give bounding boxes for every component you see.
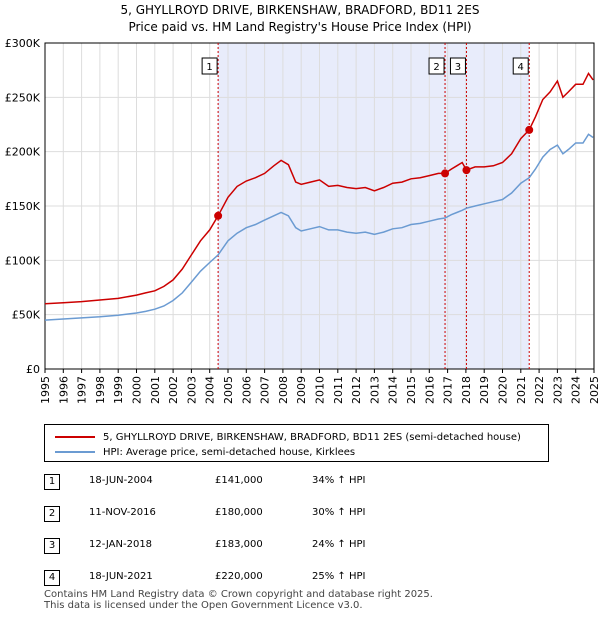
sale-hpi-change: 34% ↑ HPI xyxy=(312,475,366,486)
sale-date: 12-JAN-2018 xyxy=(89,539,153,550)
sale-date: 11-NOV-2016 xyxy=(89,507,156,518)
x-tick-label: 2004 xyxy=(204,376,217,404)
x-tick-label: 1996 xyxy=(57,376,70,404)
sale-hpi-change: 25% ↑ HPI xyxy=(312,571,366,582)
x-tick-label: 2006 xyxy=(240,376,253,404)
x-tick-label: 2025 xyxy=(588,376,600,404)
sale-label-box xyxy=(428,57,445,75)
x-tick-label: 2023 xyxy=(551,376,564,404)
y-tick-label: £250K xyxy=(5,91,41,104)
sale-label: 2 xyxy=(433,62,439,73)
x-tick-label: 2009 xyxy=(295,376,308,404)
x-tick-label: 1999 xyxy=(112,376,125,404)
table-row: 3 12-JAN-2018 £183,000 24% ↑ HPI xyxy=(44,538,564,556)
x-tick-label: 2013 xyxy=(368,376,381,404)
chart-subtitle: Price paid vs. HM Land Registry's House … xyxy=(128,20,471,34)
x-tick-label: 2008 xyxy=(277,376,290,404)
y-tick-label: £100K xyxy=(5,254,41,267)
sale-number-box: 4 xyxy=(44,570,60,586)
sale-hpi-change: 30% ↑ HPI xyxy=(312,507,366,518)
x-tick-label: 2020 xyxy=(497,376,510,404)
x-tick-label: 2015 xyxy=(405,376,418,404)
legend-label-hpi: HPI: Average price, semi-detached house,… xyxy=(103,446,356,458)
sale-date: 18-JUN-2004 xyxy=(89,475,153,486)
sale-label: 1 xyxy=(206,62,212,73)
x-tick-label: 2011 xyxy=(332,376,345,404)
sale-price: £180,000 xyxy=(215,507,263,518)
sale-point xyxy=(214,211,223,220)
sale-number-box: 2 xyxy=(44,506,60,522)
sale-point xyxy=(462,166,471,175)
sale-label: 3 xyxy=(455,62,461,73)
legend-label-property: 5, GHYLLROYD DRIVE, BIRKENSHAW, BRADFORD… xyxy=(103,431,521,443)
x-tick-label: 2022 xyxy=(533,376,546,404)
x-tick-label: 2001 xyxy=(149,376,162,404)
footer: Contains HM Land Registry data © Crown c… xyxy=(44,589,433,611)
y-tick-label: £50K xyxy=(12,309,41,322)
x-tick-label: 2010 xyxy=(314,376,327,404)
sale-label-box xyxy=(201,57,218,75)
sale-number-box: 1 xyxy=(44,474,60,490)
sale-price: £220,000 xyxy=(215,571,263,582)
x-tick-label: 2005 xyxy=(222,376,235,404)
legend-item-property: 5, GHYLLROYD DRIVE, BIRKENSHAW, BRADFORD… xyxy=(55,430,521,444)
x-tick-label: 2017 xyxy=(442,376,455,404)
sale-hpi-change: 24% ↑ HPI xyxy=(312,539,366,550)
x-tick-label: 2018 xyxy=(460,376,473,404)
sale-number-box: 3 xyxy=(44,538,60,554)
price-chart: 5, GHYLLROYD DRIVE, BIRKENSHAW, BRADFORD… xyxy=(5,3,600,404)
hpi-series-line xyxy=(44,133,594,321)
footer-licence: This data is licensed under the Open Gov… xyxy=(44,600,363,611)
x-tick-label: 1998 xyxy=(94,376,107,404)
x-tick-label: 2003 xyxy=(185,376,198,404)
sale-price: £183,000 xyxy=(215,539,263,550)
x-tick-label: 1997 xyxy=(76,376,89,404)
chart-title: 5, GHYLLROYD DRIVE, BIRKENSHAW, BRADFORD… xyxy=(120,3,479,17)
x-tick-label: 2019 xyxy=(478,376,491,404)
y-tick-label: £200K xyxy=(5,146,41,159)
sale-point xyxy=(441,169,450,178)
x-tick-label: 2012 xyxy=(350,376,363,404)
sale-date: 18-JUN-2021 xyxy=(89,571,153,582)
legend-item-hpi: HPI: Average price, semi-detached house,… xyxy=(55,445,355,459)
x-tick-label: 2014 xyxy=(387,376,400,404)
table-row: 4 18-JUN-2021 £220,000 25% ↑ HPI xyxy=(44,570,564,588)
sale-label: 4 xyxy=(518,62,524,73)
x-tick-label: 2021 xyxy=(515,376,528,404)
x-tick-label: 2000 xyxy=(131,376,144,404)
legend: 5, GHYLLROYD DRIVE, BIRKENSHAW, BRADFORD… xyxy=(44,424,549,462)
x-tick-label: 1995 xyxy=(39,376,52,404)
legend-swatch-property xyxy=(55,436,95,438)
table-row: 2 11-NOV-2016 £180,000 30% ↑ HPI xyxy=(44,506,564,524)
sale-label-box xyxy=(512,57,529,75)
x-tick-label: 2002 xyxy=(167,376,180,404)
y-tick-label: £150K xyxy=(5,200,41,213)
x-tick-label: 2007 xyxy=(259,376,272,404)
table-row: 1 18-JUN-2004 £141,000 34% ↑ HPI xyxy=(44,474,564,492)
sale-price: £141,000 xyxy=(215,475,263,486)
plot-frame xyxy=(44,42,595,370)
sale-point xyxy=(525,125,534,134)
footer-copyright: Contains HM Land Registry data © Crown c… xyxy=(44,589,433,600)
x-tick-label: 2016 xyxy=(423,376,436,404)
sale-label-box xyxy=(449,57,466,75)
y-tick-label: £300K xyxy=(5,37,41,50)
legend-swatch-hpi xyxy=(55,451,95,453)
x-tick-label: 2024 xyxy=(570,376,583,404)
y-tick-label: £0 xyxy=(26,363,40,376)
